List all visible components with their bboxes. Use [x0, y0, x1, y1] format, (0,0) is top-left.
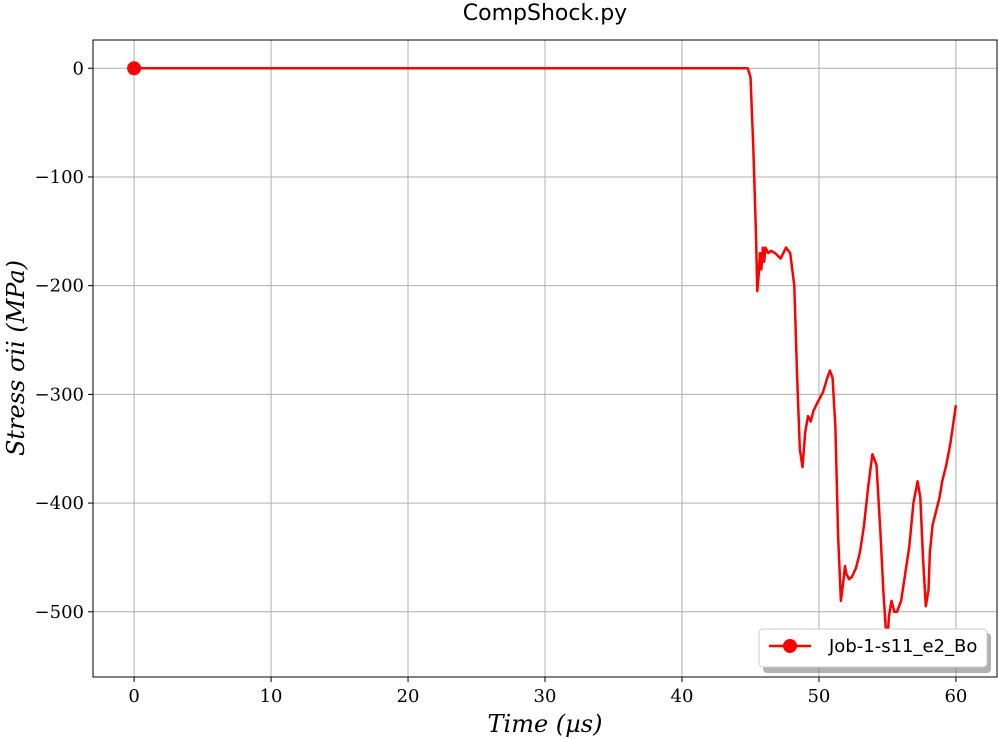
legend-entry-label: Job-1-s11_e2_Bo	[828, 636, 977, 657]
y-axis-label: Stress σii (MPa)	[2, 260, 30, 456]
x-tick-label: 20	[397, 686, 420, 707]
grid-lines	[93, 40, 997, 677]
series-layer	[127, 61, 958, 646]
axis-ticks: 0 10 20 30 40 50 60 0 −100 −200 −300 −400 −500	[35, 58, 968, 707]
legend-box	[758, 628, 988, 668]
chart-title: CompShock.py	[463, 1, 627, 26]
x-tick-label: 50	[807, 686, 830, 707]
y-tick-label: −100	[35, 167, 84, 188]
x-tick-label: 60	[944, 686, 967, 707]
x-axis-label: Time (µs)	[488, 710, 603, 738]
series-line	[134, 67, 958, 646]
x-tick-label: 40	[671, 686, 694, 707]
y-tick-label: −300	[35, 384, 84, 405]
x-tick-label: 30	[534, 686, 557, 707]
x-tick-label: 0	[128, 686, 139, 707]
x-tick-label: 10	[260, 686, 283, 707]
y-tick-label: 0	[73, 58, 84, 79]
series-start-marker	[127, 61, 142, 76]
plot-frame	[92, 39, 998, 678]
y-tick-label: −500	[35, 602, 84, 623]
legend-marker-swatch	[783, 639, 797, 653]
y-tick-label: −400	[35, 493, 84, 514]
y-tick-label: −200	[35, 276, 84, 297]
legend: Job-1-s11_e2_Bo	[758, 628, 991, 673]
